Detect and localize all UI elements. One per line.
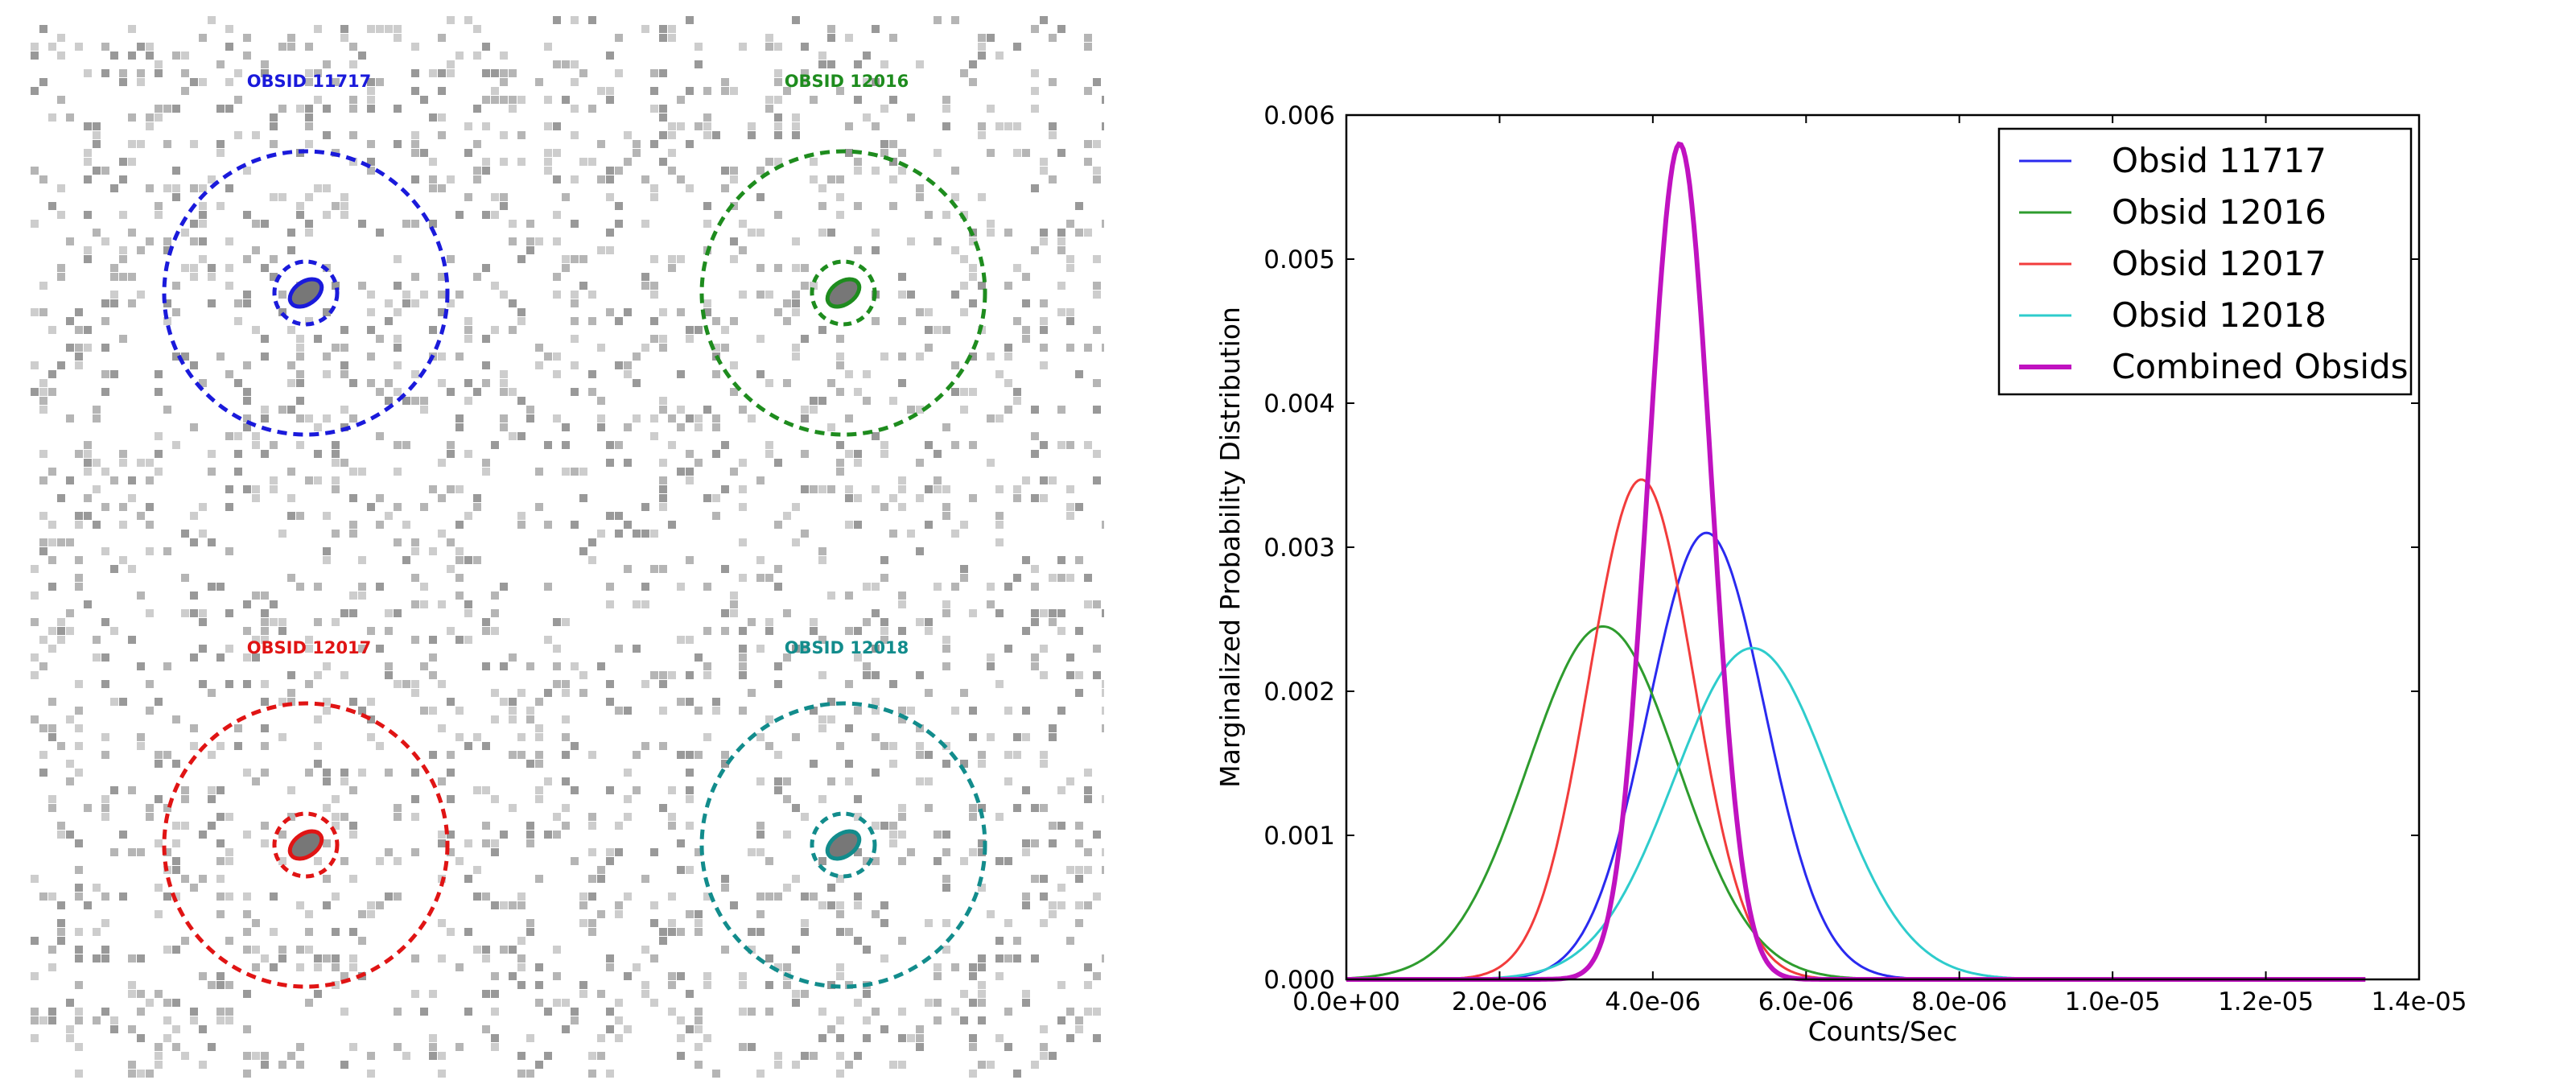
x-tick-label: 0.0e+00: [1292, 987, 1400, 1016]
background-region-outer-circle: [699, 149, 987, 437]
background-region-inner-circle: [810, 259, 877, 327]
series-line: [1346, 625, 2366, 981]
series-line: [1346, 531, 2366, 981]
obsid-label: OBSID 11717: [247, 72, 372, 91]
legend-entry: Obsid 12017: [2112, 244, 2327, 283]
source-region-ellipse: [825, 829, 862, 861]
y-tick-label: 0.004: [1263, 390, 1335, 418]
y-tick-label: 0.002: [1263, 678, 1335, 707]
legend-entry: Obsid 11717: [2112, 141, 2327, 180]
pixel-noise-layer: [31, 16, 1104, 1078]
xray-images-svg: OBSID 11717 OBSID 12016 OBSID 12017 OBSID 1…: [31, 16, 1104, 1078]
background-region-inner-circle: [810, 811, 877, 879]
series-line: [1346, 478, 2366, 981]
legend-entry: Combined Obsids: [2112, 347, 2409, 386]
y-tick-label: 0.001: [1263, 822, 1335, 851]
obsid-label: OBSID 12018: [785, 638, 909, 657]
x-tick-label: 4.0e-06: [1605, 987, 1700, 1016]
axis-ticks: 0.0e+00 2.0e-06 4.0e-06 6.0e-06 8.0e-06 1.0e-…: [1263, 101, 2467, 1016]
obsid-panel: OBSID 12018: [699, 638, 987, 989]
background-region-inner-circle: [272, 811, 340, 879]
source-region-ellipse: [287, 829, 324, 861]
x-axis-label: Counts/Sec: [1808, 1016, 1958, 1047]
x-tick-label: 1.0e-05: [2065, 987, 2161, 1016]
obsid-panel: OBSID 12016: [699, 72, 987, 437]
background-region-outer-circle: [162, 701, 450, 989]
obsid-label: OBSID 12016: [785, 72, 909, 91]
y-tick-label: 0.005: [1263, 245, 1335, 274]
source-region-ellipse: [825, 277, 862, 309]
legend: Obsid 11717 Obsid 12016 Obsid 12017 Obsid 1…: [1997, 127, 2413, 396]
obsid-panel: OBSID 11717: [162, 72, 450, 437]
obsid-label: OBSID 12017: [247, 638, 372, 657]
legend-entry: Obsid 12018: [2112, 295, 2327, 335]
x-tick-label: 1.2e-05: [2218, 987, 2314, 1016]
x-tick-label: 8.0e-06: [1911, 987, 2007, 1016]
obsid-panel: OBSID 12017: [162, 638, 450, 989]
panel-overlays: OBSID 11717 OBSID 12016 OBSID 12017 OBSID 1…: [162, 72, 987, 989]
y-tick-label: 0.000: [1263, 966, 1335, 995]
xray-image-panel: OBSID 11717 OBSID 12016 OBSID 12017 OBSID 1…: [31, 16, 1104, 1078]
y-axis-label: Marginalized Probability Distribution: [1214, 307, 1246, 788]
background-region-outer-circle: [699, 701, 987, 989]
series-line: [1346, 646, 2366, 981]
legend-entry: Obsid 12016: [2112, 192, 2327, 232]
background-region-inner-circle: [272, 259, 340, 327]
y-tick-label: 0.006: [1263, 101, 1335, 130]
source-region-ellipse: [287, 277, 324, 309]
probability-chart-svg: 0.0e+00 2.0e-06 4.0e-06 6.0e-06 8.0e-06 1.0e-…: [1214, 101, 2467, 1047]
background-region-outer-circle: [162, 149, 450, 437]
x-tick-label: 2.0e-06: [1452, 987, 1548, 1016]
probability-chart-panel: 0.0e+00 2.0e-06 4.0e-06 6.0e-06 8.0e-06 1.0e-…: [1159, 0, 2576, 1080]
x-tick-label: 1.4e-05: [2371, 987, 2467, 1016]
y-tick-label: 0.003: [1263, 534, 1335, 563]
legend-box: [1997, 127, 2413, 396]
x-tick-label: 6.0e-06: [1758, 987, 1854, 1016]
